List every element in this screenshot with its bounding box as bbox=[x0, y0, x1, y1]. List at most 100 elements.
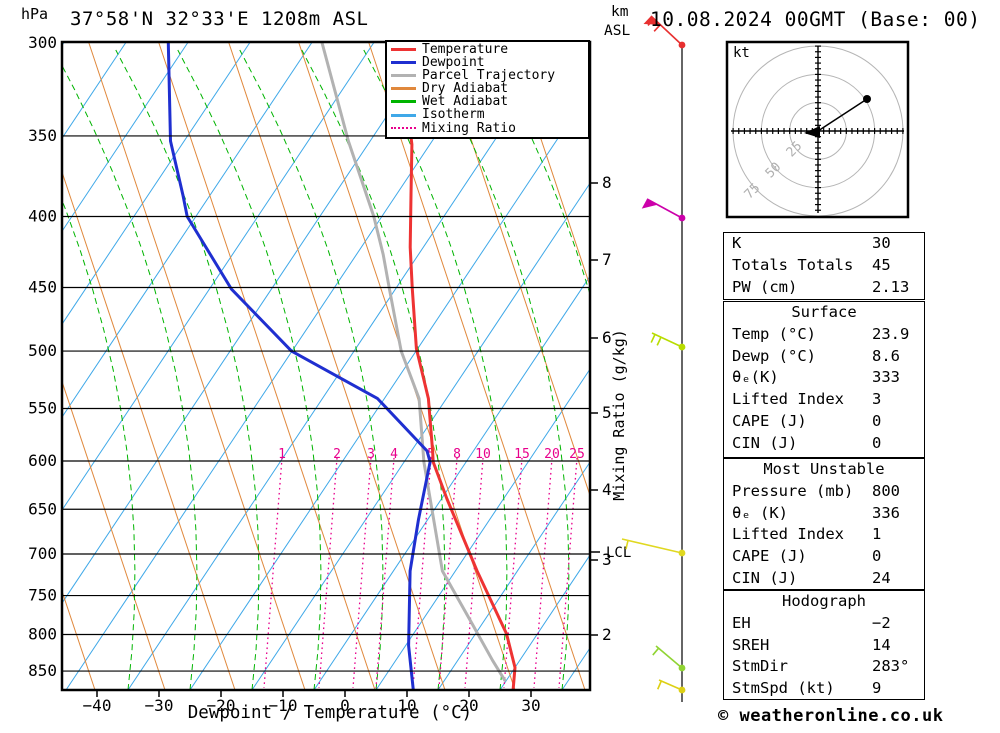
svg-text:Mixing Ratio (g/kg): Mixing Ratio (g/kg) bbox=[610, 329, 628, 501]
svg-text:6: 6 bbox=[602, 328, 612, 347]
index-label: θₑ(K) bbox=[732, 368, 779, 387]
pressure-axis-unit: hPa bbox=[21, 5, 49, 23]
svg-text:8: 8 bbox=[602, 173, 612, 192]
index-value: 45 bbox=[872, 255, 891, 274]
table-row: PW (cm) 2.13 bbox=[724, 277, 924, 299]
mixing-ratio-line-swatch bbox=[391, 127, 416, 130]
svg-text:300: 300 bbox=[28, 33, 57, 52]
svg-text:−30: −30 bbox=[145, 696, 174, 715]
svg-text:50: 50 bbox=[763, 160, 785, 182]
svg-text:−20: −20 bbox=[207, 696, 236, 715]
table-row: Dewp (°C) 8.6 bbox=[724, 346, 924, 368]
svg-text:4: 4 bbox=[390, 447, 398, 462]
index-label: Lifted Index bbox=[732, 390, 844, 409]
table-row: Totals Totals 45 bbox=[724, 255, 924, 277]
parcel-line-swatch bbox=[391, 74, 416, 78]
index-value: 3 bbox=[872, 390, 882, 409]
svg-text:25: 25 bbox=[569, 447, 585, 462]
svg-text:550: 550 bbox=[28, 399, 57, 418]
svg-text:5: 5 bbox=[427, 447, 435, 462]
index-value: 333 bbox=[872, 368, 900, 387]
legend-label-temperature: Temperature bbox=[422, 42, 509, 57]
table-row: θₑ(K) 333 bbox=[724, 367, 924, 389]
index-label: CAPE (J) bbox=[732, 547, 807, 566]
index-value: 0 bbox=[872, 433, 882, 452]
svg-text:−10: −10 bbox=[269, 696, 298, 715]
svg-text:75: 75 bbox=[742, 181, 764, 203]
svg-text:400: 400 bbox=[28, 206, 57, 225]
copyright: © weatheronline.co.uk bbox=[718, 706, 944, 726]
svg-text:850: 850 bbox=[28, 661, 57, 680]
index-value: 800 bbox=[872, 481, 900, 500]
dewpoint-line-swatch bbox=[391, 61, 416, 65]
index-value: 0 bbox=[872, 547, 882, 566]
surface-table-title: Surface bbox=[791, 303, 857, 321]
dry-adiabat-line-swatch bbox=[391, 87, 416, 91]
indices-table: K 30 Totals Totals 45 PW (cm) 2.13 bbox=[723, 232, 925, 300]
svg-text:4: 4 bbox=[602, 480, 612, 499]
svg-text:350: 350 bbox=[28, 126, 57, 145]
svg-text:2: 2 bbox=[602, 625, 612, 644]
svg-text:8: 8 bbox=[453, 447, 461, 462]
svg-text:0: 0 bbox=[340, 696, 350, 715]
model-run-title: 10.08.2024 00GMT (Base: 00) bbox=[650, 8, 981, 31]
most-unstable-table-title: Most Unstable bbox=[763, 460, 885, 478]
index-value: 336 bbox=[872, 503, 900, 522]
svg-text:800: 800 bbox=[28, 625, 57, 644]
index-value: −2 bbox=[872, 613, 891, 632]
svg-text:−40: −40 bbox=[83, 696, 112, 715]
table-row: SREH 14 bbox=[724, 635, 924, 657]
table-row: CAPE (J) 0 bbox=[724, 411, 924, 433]
hodograph-unit-label: kt bbox=[733, 45, 750, 61]
index-value: 8.6 bbox=[872, 346, 900, 365]
table-row: StmSpd (kt) 9 bbox=[724, 678, 924, 700]
table-row: CIN (J) 0 bbox=[724, 433, 924, 455]
index-label: PW (cm) bbox=[732, 277, 798, 296]
hodograph-table: Hodograph EH −2 SREH 14 StmDir 283° StmSpd … bbox=[723, 590, 925, 700]
svg-text:20: 20 bbox=[459, 696, 478, 715]
index-label: CAPE (J) bbox=[732, 411, 807, 430]
table-row: CAPE (J) 0 bbox=[724, 546, 924, 568]
altitude-axis-unit: km bbox=[611, 4, 629, 20]
index-value: 23.9 bbox=[872, 324, 910, 343]
surface-table: Surface Temp (°C) 23.9 Dewp (°C) 8.6 θₑ(K)… bbox=[723, 301, 925, 458]
index-label: θₑ (K) bbox=[732, 503, 788, 522]
temperature-line-swatch bbox=[391, 48, 416, 52]
index-label: EH bbox=[732, 613, 751, 632]
legend-label-dry-adiabat: Dry Adiabat bbox=[422, 81, 509, 97]
index-label: Pressure (mb) bbox=[732, 481, 854, 500]
table-row: EH −2 bbox=[724, 613, 924, 635]
table-row: Temp (°C) 23.9 bbox=[724, 324, 924, 346]
station-title: 37°58'N 32°33'E 1208m ASL bbox=[70, 8, 369, 30]
svg-text:3: 3 bbox=[602, 550, 612, 569]
svg-text:3: 3 bbox=[367, 447, 375, 462]
table-row: Pressure (mb) 800 bbox=[724, 481, 924, 503]
svg-text:500: 500 bbox=[28, 341, 57, 360]
svg-text:5: 5 bbox=[602, 403, 612, 422]
svg-text:25: 25 bbox=[784, 139, 806, 161]
table-row: Lifted Index 1 bbox=[724, 524, 924, 546]
svg-text:1: 1 bbox=[278, 447, 286, 462]
index-label: Totals Totals bbox=[732, 255, 854, 274]
index-label: StmSpd (kt) bbox=[732, 679, 835, 698]
svg-text:15: 15 bbox=[514, 447, 530, 462]
svg-text:600: 600 bbox=[28, 451, 57, 470]
svg-text:7: 7 bbox=[602, 250, 612, 269]
legend-label-mixing-ratio: Mixing Ratio bbox=[422, 120, 516, 136]
index-value: 2.13 bbox=[872, 277, 910, 296]
table-row: K 30 bbox=[724, 233, 924, 255]
svg-text:700: 700 bbox=[28, 544, 57, 563]
index-label: Dewp (°C) bbox=[732, 346, 816, 365]
index-value: 14 bbox=[872, 635, 891, 654]
svg-text:650: 650 bbox=[28, 499, 57, 518]
table-row: θₑ (K) 336 bbox=[724, 503, 924, 525]
index-label: Temp (°C) bbox=[732, 324, 816, 343]
index-label: CIN (J) bbox=[732, 433, 798, 452]
wet-adiabat-line-swatch bbox=[391, 100, 416, 104]
index-label: CIN (J) bbox=[732, 568, 798, 587]
x-axis-label: Dewpoint / Temperature (°C) bbox=[187, 703, 473, 723]
table-row: StmDir 283° bbox=[724, 656, 924, 678]
index-value: 30 bbox=[872, 234, 891, 252]
